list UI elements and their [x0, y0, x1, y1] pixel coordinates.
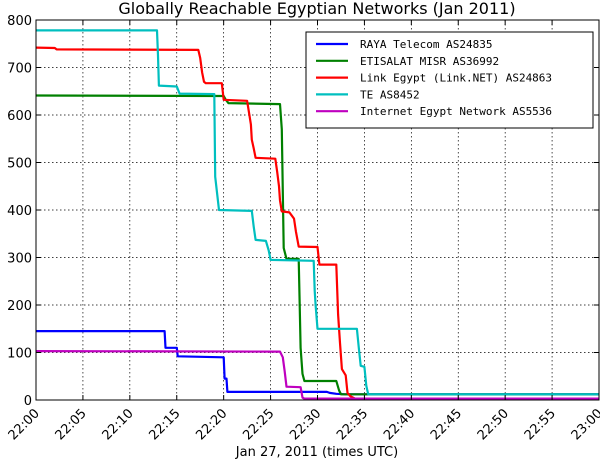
- series-line-3: [35, 46, 599, 400]
- y-tick-label: 0: [24, 394, 32, 409]
- x-tick-label: 22:40: [381, 406, 418, 443]
- series-line-1: [36, 330, 599, 396]
- x-tick-label: 22:30: [287, 406, 324, 443]
- series-lines: [35, 29, 599, 400]
- x-tick-label: 22:55: [522, 406, 559, 443]
- x-axis-label: Jan 27, 2011 (times UTC): [235, 445, 398, 460]
- x-tick-label: 22:45: [428, 406, 465, 443]
- legend-label: Internet Egypt Network AS5536: [360, 105, 552, 118]
- legend-label: ETISALAT MISR AS36992: [360, 55, 499, 68]
- legend-label: TE AS8452: [360, 88, 420, 101]
- legend-label: Link Egypt (Link.NET) AS24863: [360, 72, 552, 85]
- y-tick-label: 200: [7, 299, 32, 314]
- y-tick-label: 700: [7, 62, 32, 77]
- chart-title: Globally Reachable Egyptian Networks (Ja…: [118, 0, 515, 18]
- x-tick-label: 22:10: [100, 406, 137, 443]
- x-tick-label: 22:05: [53, 406, 90, 443]
- x-tick-label: 22:15: [146, 406, 183, 443]
- x-tick-label: 22:25: [240, 406, 277, 443]
- y-tick-label: 300: [7, 252, 32, 267]
- x-tick-label: 22:50: [475, 406, 512, 443]
- legend-label: RAYA Telecom AS24835: [360, 38, 492, 51]
- legend-box: [305, 31, 594, 129]
- y-tick-label: 800: [7, 14, 32, 29]
- series-line-4: [36, 29, 599, 396]
- y-tick-label: 100: [7, 347, 32, 362]
- y-tick-label: 500: [7, 157, 32, 172]
- x-tick-label: 22:00: [6, 406, 43, 443]
- x-tick-label: 23:00: [569, 406, 600, 443]
- series-line-2: [35, 94, 599, 396]
- x-tick-label: 22:20: [193, 406, 230, 443]
- x-tick-label: 22:35: [334, 406, 371, 443]
- y-tick-label: 400: [7, 204, 32, 219]
- legend: RAYA Telecom AS24835 ETISALAT MISR AS3699…: [305, 31, 594, 129]
- y-tick-label: 600: [7, 109, 32, 124]
- series-line-5: [35, 350, 599, 400]
